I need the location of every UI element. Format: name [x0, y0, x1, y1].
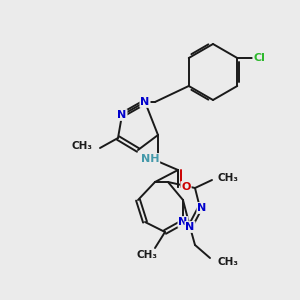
- Text: CH₃: CH₃: [136, 250, 158, 260]
- Text: NH: NH: [141, 154, 159, 164]
- Text: Cl: Cl: [253, 53, 265, 63]
- Text: CH₃: CH₃: [72, 141, 93, 151]
- Text: N: N: [185, 222, 195, 232]
- Text: N: N: [197, 203, 207, 213]
- Text: O: O: [181, 182, 191, 192]
- Text: CH₃: CH₃: [218, 173, 239, 183]
- Text: N: N: [140, 97, 150, 107]
- Text: N: N: [178, 217, 188, 227]
- Text: N: N: [117, 110, 127, 120]
- Text: CH₃: CH₃: [218, 257, 239, 267]
